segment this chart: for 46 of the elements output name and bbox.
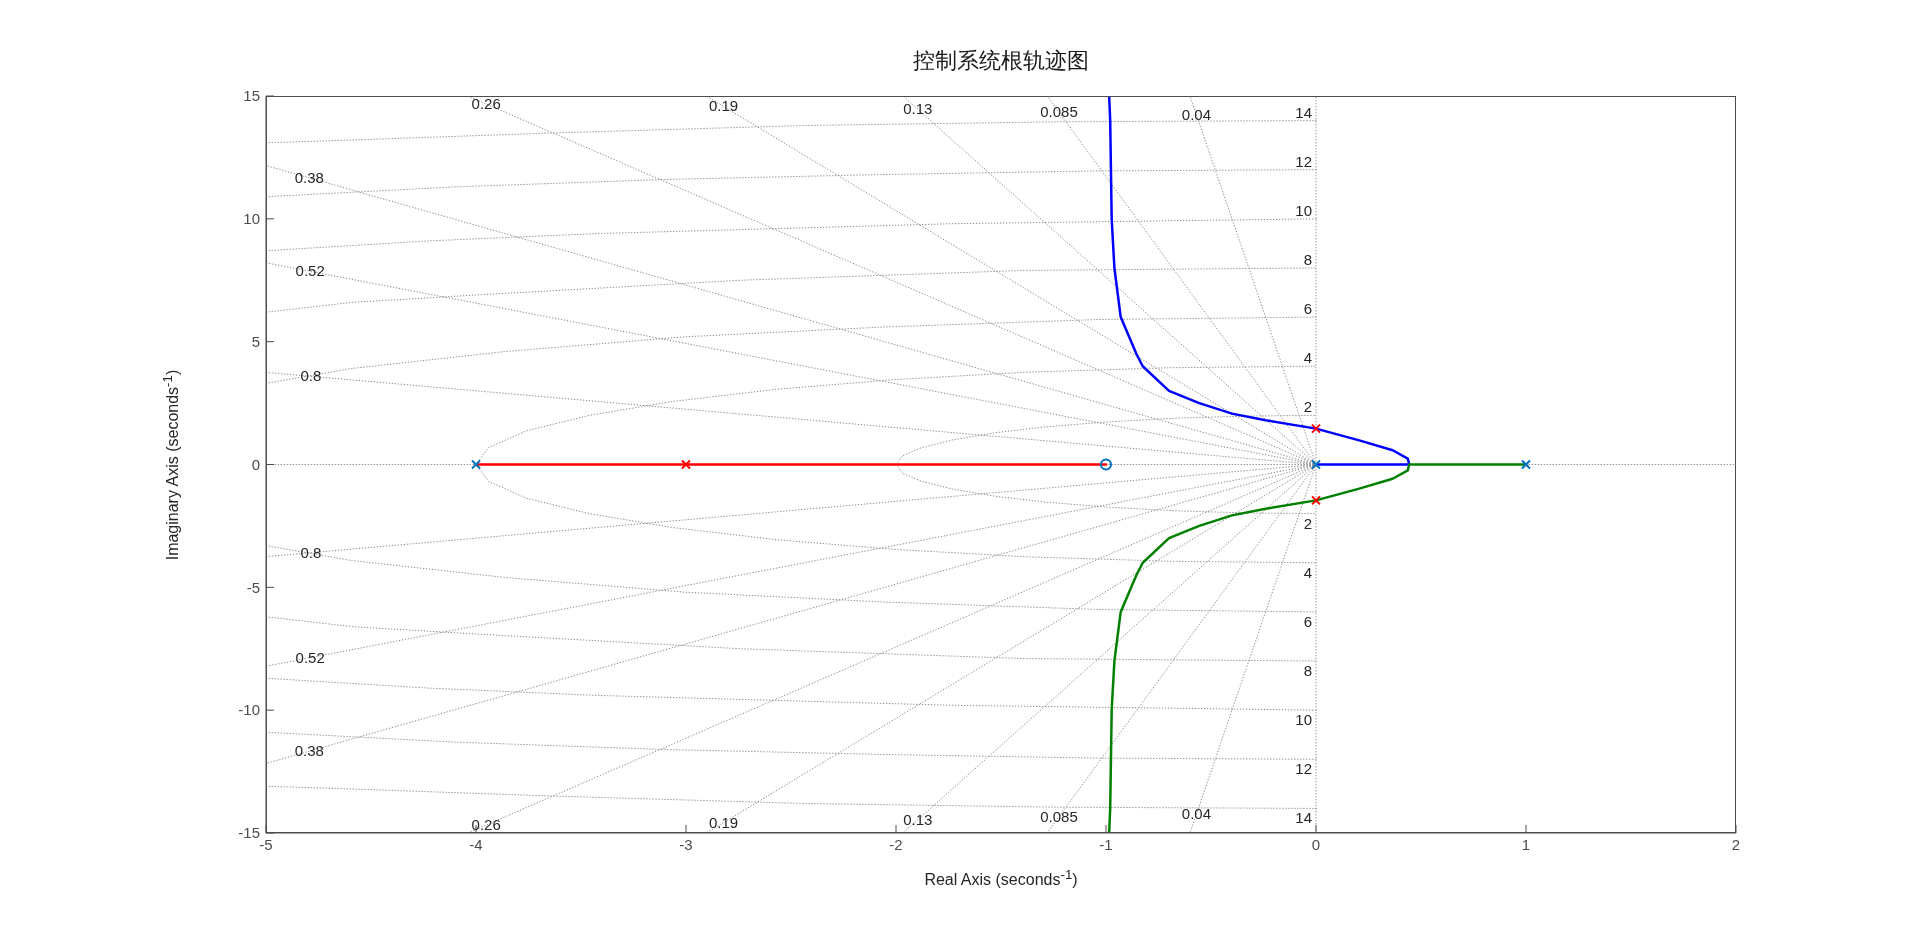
series-label: 8 (1303, 250, 1312, 268)
series-label: 0.38 (294, 742, 324, 760)
series-label: 0.085 (1040, 103, 1078, 121)
x-tick-label: 2 (1731, 835, 1741, 853)
series-label: 0.19 (708, 813, 739, 831)
series-label: 0.52 (295, 262, 325, 280)
series-label: 4 (1303, 563, 1312, 581)
series-label: 0.085 (1040, 807, 1078, 825)
y-tick-label: 15 (243, 87, 260, 105)
x-tick-label: 0 (1311, 835, 1321, 853)
y-tick-label: -15 (238, 824, 260, 842)
y-tick-label: -5 (246, 578, 260, 596)
series-label: 2 (1303, 514, 1312, 532)
series-label: 0.26 (471, 94, 501, 112)
x-axis-title: Real Axis (seconds$^{-1}$) (923, 867, 1079, 890)
series-label: 0.52 (295, 648, 325, 666)
series-label: 12 (1295, 760, 1312, 778)
x-tick-label: -1 (1099, 835, 1113, 853)
y-tick-label: -10 (238, 701, 260, 719)
series-label: 8 (1303, 662, 1312, 680)
series-label: 10 (1295, 201, 1312, 219)
series-label: 0.26 (471, 816, 501, 834)
series-label: 0.19 (708, 97, 739, 115)
x-tick-label: 1 (1521, 835, 1531, 853)
series-label: 0.8 (300, 367, 322, 385)
series-label: 6 (1303, 300, 1312, 318)
series-label: 14 (1295, 103, 1312, 121)
chart-title: 控制系统根轨迹图 (912, 47, 1090, 75)
series-label: 6 (1303, 612, 1312, 630)
x-tick-label: -2 (889, 835, 903, 853)
series-label: 0.04 (1181, 805, 1212, 823)
series-label: 0.04 (1181, 105, 1212, 123)
y-tick-label: 10 (243, 210, 260, 228)
series-label: 0.13 (903, 100, 933, 118)
y-tick-label: 0 (251, 455, 260, 473)
series-label: 2 (1303, 398, 1312, 416)
series-label: 4 (1303, 349, 1312, 367)
y-tick-label: 5 (251, 332, 260, 350)
series-label: 10 (1295, 711, 1312, 729)
series-label: 0.13 (903, 810, 933, 828)
x-tick-label: -3 (679, 835, 693, 853)
series-label: 0.8 (300, 543, 322, 561)
series-label: 14 (1295, 809, 1312, 827)
x-tick-label: -4 (469, 835, 483, 853)
series-label: 0.38 (294, 168, 324, 186)
series-label: 12 (1295, 152, 1312, 170)
